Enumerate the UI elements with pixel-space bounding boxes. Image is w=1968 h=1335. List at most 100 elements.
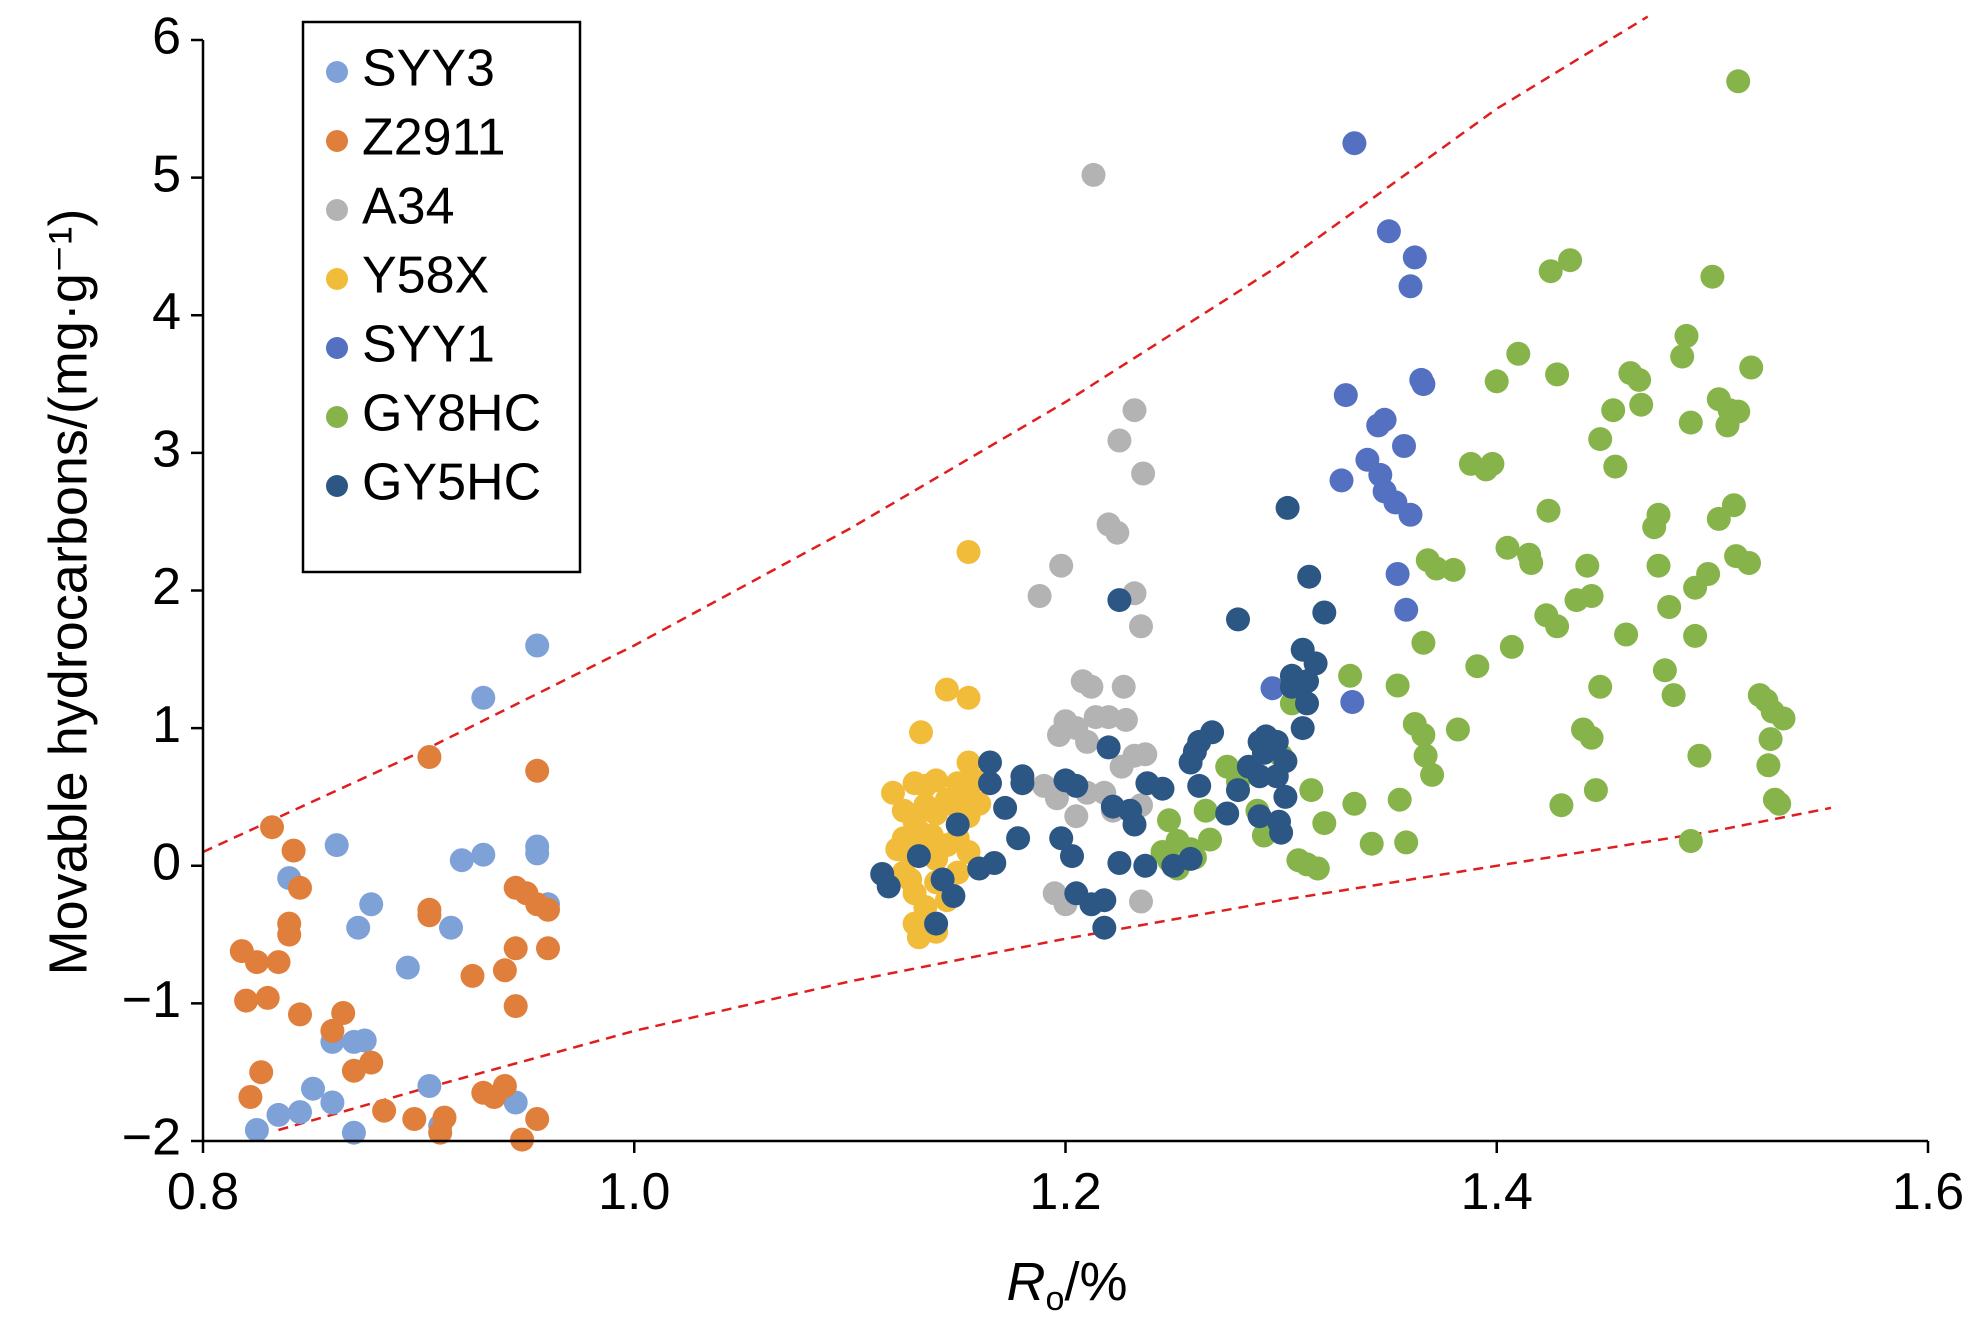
point-gy8hc	[1420, 762, 1445, 787]
legend-marker	[326, 475, 348, 497]
point-gy8hc	[1558, 248, 1583, 273]
point-z2911	[320, 1018, 345, 1043]
point-syy3	[352, 1028, 377, 1053]
point-gy8hc	[1411, 723, 1436, 747]
point-a34	[1079, 674, 1104, 699]
legend-marker	[326, 130, 348, 152]
point-gy8hc	[1758, 727, 1783, 752]
point-gy8hc	[1687, 743, 1712, 768]
x-tick-label: 0.8	[167, 1163, 239, 1221]
point-syy3	[395, 955, 420, 980]
point-syy3	[320, 1090, 345, 1115]
point-y58x	[881, 780, 905, 805]
point-y58x	[934, 677, 959, 702]
point-gy8hc	[1756, 753, 1781, 778]
point-gy8hc	[1342, 791, 1367, 816]
point-z2911	[492, 1074, 517, 1098]
point-gy8hc	[1579, 725, 1604, 750]
point-gy8hc	[1387, 787, 1412, 812]
point-z2911	[417, 745, 442, 769]
point-gy5hc	[1236, 754, 1261, 779]
legend-label: GY5HC	[362, 454, 541, 512]
point-gy8hc	[1767, 791, 1792, 816]
point-gy8hc	[1721, 493, 1746, 518]
point-syy1	[1394, 597, 1419, 622]
x-tick-label: 1.2	[1029, 1163, 1101, 1221]
point-gy8hc	[1614, 622, 1639, 647]
point-gy5hc	[1215, 801, 1240, 826]
trend-lines	[202, 15, 1832, 1132]
point-gy8hc	[1726, 69, 1751, 94]
point-syy1	[1340, 690, 1365, 714]
point-z2911	[238, 1085, 263, 1109]
point-a34	[1064, 804, 1089, 829]
point-gy8hc	[1312, 811, 1337, 836]
point-a34	[1131, 461, 1156, 486]
point-syy3	[288, 1100, 312, 1125]
point-gy8hc	[1661, 683, 1686, 708]
point-z2911	[372, 1098, 397, 1123]
point-gy8hc	[1627, 367, 1652, 392]
point-gy8hc	[1385, 673, 1410, 698]
point-gy5hc	[945, 812, 970, 837]
point-syy3	[417, 1074, 442, 1098]
point-gy5hc	[1150, 776, 1175, 801]
series-gy5hc	[870, 495, 1337, 940]
point-gy5hc	[1006, 826, 1031, 851]
trend-line-dashed	[202, 15, 1649, 854]
point-gy8hc	[1726, 399, 1751, 424]
x-tick-label: 1.0	[598, 1163, 670, 1221]
point-gy8hc	[1299, 778, 1324, 803]
point-gy5hc	[1275, 495, 1300, 520]
x-tick-label: 1.6	[1892, 1163, 1964, 1221]
point-gy8hc	[1629, 392, 1654, 417]
point-gy8hc	[1198, 827, 1222, 852]
point-gy8hc	[1545, 614, 1570, 639]
point-gy5hc	[1279, 674, 1304, 699]
point-z2911	[503, 936, 528, 961]
point-a34	[1107, 428, 1132, 453]
point-syy3	[324, 833, 349, 858]
y-tick-label: −2	[122, 1109, 181, 1167]
x-axis-title-subscript: o	[1046, 1280, 1065, 1318]
point-z2911	[281, 838, 306, 863]
point-gy8hc	[1305, 856, 1330, 881]
point-gy5hc	[993, 795, 1018, 820]
y-ticks: −2 −1 0 1 2 3 4 5 6	[122, 8, 203, 1167]
y-tick-label: 3	[152, 421, 181, 479]
legend-marker	[326, 61, 348, 83]
point-syy1	[1333, 383, 1358, 408]
x-axis-title-unit: /%	[1064, 1252, 1127, 1312]
point-z2911	[260, 815, 284, 840]
legend: SYY3 Z2911 A34 Y58X SYY1 GY8HC GY5HC	[301, 20, 582, 574]
point-gy8hc	[1700, 264, 1725, 289]
point-z2911	[277, 911, 302, 936]
point-gy5hc	[1226, 778, 1250, 803]
point-y58x	[956, 685, 981, 710]
legend-marker	[326, 268, 348, 290]
point-gy8hc	[1601, 398, 1626, 423]
point-syy1	[1398, 274, 1423, 299]
series-syy1	[1260, 131, 1436, 714]
point-gy5hc	[906, 844, 931, 869]
point-syy1	[1342, 131, 1367, 156]
point-syy1	[1402, 245, 1427, 270]
point-gy5hc	[1107, 851, 1132, 875]
point-gy8hc	[1674, 323, 1699, 348]
point-gy5hc	[1096, 735, 1121, 760]
y-tick-label: −1	[122, 971, 181, 1029]
point-z2911	[331, 1001, 356, 1025]
point-gy5hc	[1290, 716, 1315, 741]
point-gy5hc	[978, 750, 1002, 775]
point-gy8hc	[1538, 259, 1563, 284]
y-tick-label: 0	[152, 833, 181, 891]
point-z2911	[402, 1107, 427, 1131]
point-syy3	[359, 892, 384, 917]
data-points	[229, 69, 1796, 1152]
y-tick-label: 4	[152, 283, 181, 341]
legend-label: SYY3	[362, 40, 495, 98]
point-gy8hc	[1588, 427, 1613, 452]
point-syy3	[471, 842, 496, 867]
y-tick-label: 2	[152, 558, 181, 616]
